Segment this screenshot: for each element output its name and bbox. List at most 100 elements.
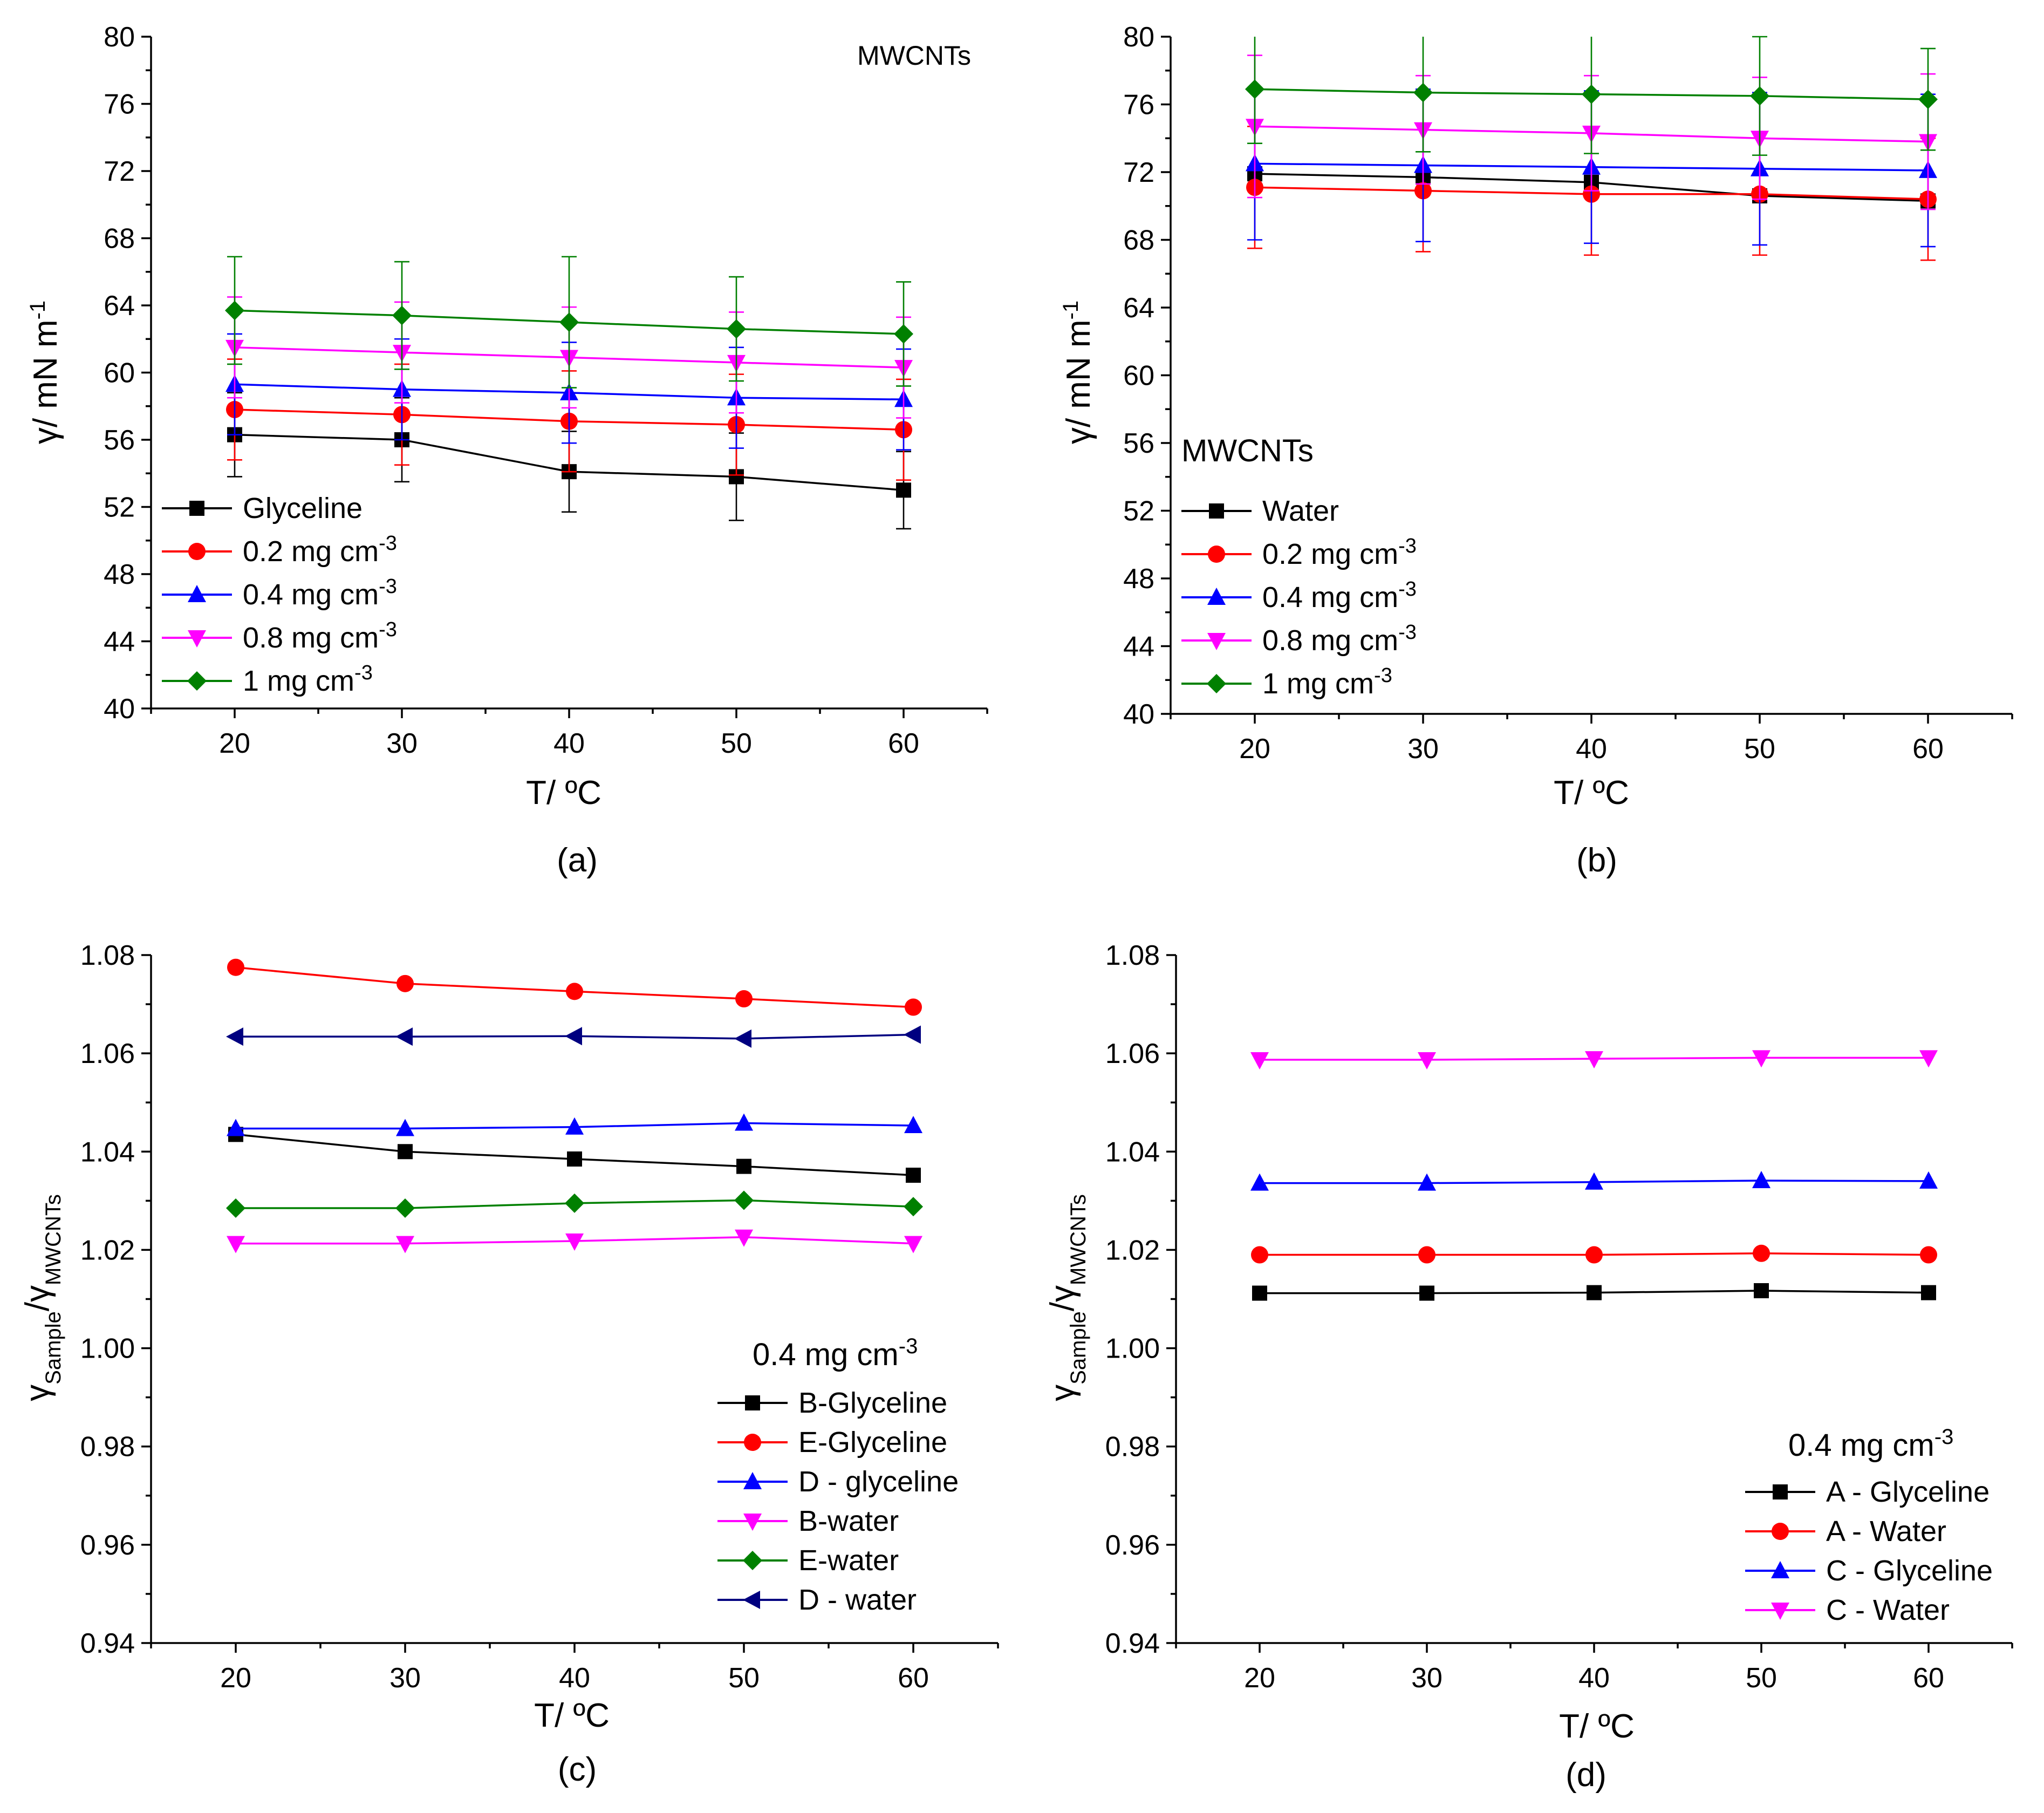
data-point (565, 1117, 584, 1135)
series-4 (225, 256, 913, 388)
legend-marker (1773, 1484, 1788, 1500)
data-point (1585, 1051, 1603, 1069)
legend-label: 0.2 mg cm-3 (1262, 535, 1417, 570)
series-5 (226, 1025, 921, 1048)
y-tick-label: 60 (104, 358, 135, 389)
x-tick-label: 20 (220, 1662, 251, 1694)
data-point (904, 1025, 921, 1044)
data-point (904, 1197, 923, 1217)
legend-title: 0.4 mg cm-3 (1788, 1425, 1953, 1463)
legend-marker (1771, 1561, 1789, 1578)
data-point (398, 1144, 413, 1160)
series-1 (1251, 1244, 1937, 1264)
y-tick-label: 1.02 (1105, 1235, 1160, 1266)
y-tick-label: 80 (104, 22, 135, 53)
data-point (225, 301, 244, 321)
data-point (1419, 1285, 1434, 1301)
data-point (905, 998, 922, 1016)
x-tick-label: 60 (1913, 1662, 1944, 1694)
data-point (735, 990, 753, 1008)
legend: 0.4 mg cm-3 B-Glyceline E-Glyceline D - gly… (717, 1334, 959, 1616)
y-tick-label: 48 (1123, 563, 1154, 595)
data-point (1585, 1172, 1603, 1190)
data-point (395, 1027, 413, 1046)
x-tick-label: 30 (1411, 1662, 1443, 1694)
data-point (1418, 1052, 1436, 1069)
legend-label: E-Glyceline (798, 1426, 947, 1458)
data-point (1754, 1283, 1769, 1299)
y-tick-label: 1.00 (80, 1333, 135, 1365)
data-point (565, 1193, 584, 1213)
y-tick-label: 1.04 (1105, 1136, 1160, 1168)
legend-label: A - Water (1826, 1515, 1946, 1548)
legend-label: A - Glyceline (1826, 1476, 1990, 1508)
data-point (906, 1168, 921, 1183)
x-tick-label: 30 (386, 728, 418, 759)
legend-title: 0.4 mg cm-3 (753, 1334, 918, 1372)
x-axis-title: T/ ºC (1559, 1708, 1635, 1745)
data-point (1252, 1285, 1267, 1301)
y-tick-label: 40 (104, 693, 135, 725)
legend: Glyceline 0.2 mg cm-3 0.4 mg cm-3 0.8 mg cm… (162, 492, 397, 697)
series-0 (1252, 1283, 1936, 1301)
y-tick-label: 64 (104, 290, 135, 322)
data-point (896, 482, 911, 498)
y-tick-label: 1.08 (1105, 940, 1160, 971)
legend-label: 0.4 mg cm-3 (1262, 578, 1417, 614)
y-tick-label: 44 (1123, 631, 1154, 663)
y-tick-label: 40 (1123, 699, 1154, 730)
panel-c-chart: 0.94 0.96 0.98 1.00 1.02 1.04 1.06 1.08 20 30 40 50… (19, 940, 999, 1788)
legend-marker (743, 1472, 762, 1489)
legend-label: Glyceline (243, 492, 363, 524)
y-tick-label: 68 (104, 223, 135, 255)
data-point (734, 1029, 751, 1048)
data-point (566, 983, 583, 1000)
y-tick-label: 72 (1123, 157, 1154, 188)
y-tick-label: 0.94 (1105, 1628, 1160, 1659)
data-point (565, 1027, 582, 1046)
series-4 (1245, 36, 1938, 156)
data-point (734, 1190, 754, 1210)
y-tick-label: 56 (1123, 428, 1154, 459)
y-tick-label: 0.96 (1105, 1530, 1160, 1561)
legend-marker (188, 630, 206, 648)
y-tick-label: 1.06 (80, 1038, 135, 1069)
legend-label: 1 mg cm-3 (243, 662, 373, 697)
y-tick-label: 0.94 (80, 1628, 135, 1659)
x-tick-label: 20 (1244, 1662, 1275, 1694)
data-point (1921, 1285, 1936, 1300)
y-tick-label: 56 (104, 425, 135, 456)
x-tick-label: 40 (1576, 733, 1607, 765)
legend-marker (1208, 546, 1225, 563)
legend-marker (743, 1551, 762, 1570)
data-point (396, 1119, 414, 1136)
data-point (392, 305, 412, 325)
legend-marker (745, 1395, 760, 1410)
x-tick-label: 60 (888, 728, 919, 759)
x-axis-title: T/ ºC (1554, 774, 1629, 812)
panel-b-chart: 40 44 48 52 56 60 64 68 72 76 80 20 30 40 50 60 T/ ºC γ/ … (1059, 22, 2013, 879)
y-tick-label: 60 (1123, 360, 1154, 392)
data-point (559, 312, 579, 332)
series-2 (1250, 1171, 1938, 1191)
x-tick-label: 40 (553, 728, 585, 759)
data-point (1585, 1246, 1603, 1264)
panel-caption: (d) (1566, 1756, 1607, 1794)
data-point (894, 324, 913, 344)
data-point (1413, 83, 1433, 103)
data-point (1587, 1285, 1602, 1300)
data-point (567, 1151, 582, 1167)
y-tick-label: 0.98 (1105, 1432, 1160, 1463)
y-axis-title: γ/ mN m-1 (26, 301, 64, 444)
x-axis-title: T/ ºC (534, 1697, 610, 1734)
data-point (1920, 1246, 1937, 1264)
legend-label: 0.8 mg cm-3 (1262, 621, 1417, 657)
legend-marker (188, 585, 206, 602)
y-tick-label: 1.02 (80, 1235, 135, 1266)
y-axis-title: γ/ mN m-1 (1059, 301, 1097, 444)
data-point (1418, 1173, 1436, 1191)
data-point (1245, 79, 1264, 99)
legend-label: C - Water (1826, 1594, 1950, 1626)
y-tick-label: 48 (104, 559, 135, 590)
